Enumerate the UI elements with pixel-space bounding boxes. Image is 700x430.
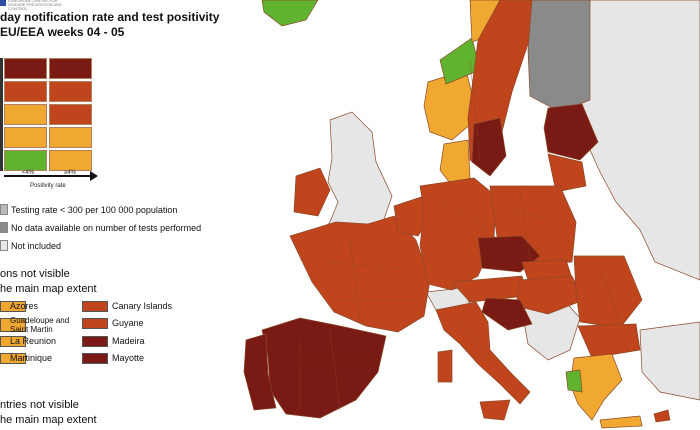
region-border-line <box>519 189 531 261</box>
region-portugal <box>243 333 277 411</box>
x-axis-label: Positivity rate <box>30 183 66 189</box>
matrix-cell-r1-c1 <box>49 81 92 102</box>
gray-legend-notincluded: Not included <box>11 241 62 251</box>
matrix-cell-r2-c1 <box>49 104 92 125</box>
country-borders <box>290 59 621 411</box>
x-tick-high: ≥4% <box>64 170 76 176</box>
region-label-mayotte: Mayotte <box>112 353 145 363</box>
region-label-guadeloupe: Guadeloupe and Saint Martin <box>10 316 70 334</box>
countries-heading-line2: he main map extent <box>0 414 97 426</box>
region-border-line <box>299 259 421 271</box>
region-italy <box>435 301 531 405</box>
region-border-line <box>599 269 621 321</box>
region-swatch-mayotte <box>82 353 108 364</box>
region-cyprus <box>653 409 671 423</box>
gray-legend-testing: Testing rate < 300 per 100 000 populatio… <box>11 205 178 215</box>
countries-heading-line1: ntries not visible <box>0 399 79 411</box>
matrix-cell-r2-c0 <box>4 104 47 125</box>
region-slovenia-croatia <box>481 297 533 331</box>
countries-heading: ntries not visible he main map extent <box>0 398 97 428</box>
region-lithuania <box>547 153 587 193</box>
regions-heading-line1: ons not visible <box>0 268 70 280</box>
regions-heading: ons not visible he main map extent <box>0 267 97 297</box>
matrix-cell-r4-c0 <box>4 150 47 171</box>
region-turkey <box>639 321 700 401</box>
region-border-line <box>349 239 361 321</box>
region-border-line <box>329 329 341 411</box>
matrix-y-axis <box>0 58 3 171</box>
region-finland <box>527 0 591 113</box>
region-border-line <box>469 59 481 161</box>
region-label-reunion: La Reunion <box>10 336 57 346</box>
map-title-line2: EU/EEA weeks 04 - 05 <box>0 25 125 39</box>
gray-legend-swatch-notincluded <box>0 240 8 251</box>
matrix-cell-r0-c0 <box>4 58 47 79</box>
region-border-line <box>499 209 561 221</box>
region-swatch-guyane <box>82 318 108 329</box>
regions-heading-line2: he main map extent <box>0 283 97 295</box>
region-france <box>289 215 431 333</box>
region-swatch-madeira <box>82 336 108 347</box>
risk-matrix <box>4 58 92 171</box>
region-label-guyane: Guyane <box>112 318 144 328</box>
logo-text: EUROPEAN CENTRE FOR DISEASE PREVENTION A… <box>8 0 62 11</box>
region-label-madeira: Madeira <box>112 336 145 346</box>
matrix-cell-r4-c1 <box>49 150 92 171</box>
matrix-cell-r3-c0 <box>4 127 47 148</box>
ecdc-logo <box>0 0 6 6</box>
region-swatch-guadeloupe <box>0 318 26 332</box>
gray-legend-swatch-nodata <box>0 222 8 233</box>
region-greece-west <box>565 369 583 393</box>
legend-panel: EUROPEAN CENTRE FOR DISEASE PREVENTION A… <box>0 0 245 430</box>
matrix-cell-r3-c1 <box>49 127 92 148</box>
region-swatch-azores <box>0 301 26 312</box>
region-bulgaria <box>577 323 641 359</box>
region-sicily <box>479 399 511 421</box>
map-title-line1: day notification rate and test positivit… <box>0 10 220 24</box>
x-tick-low: <4% <box>22 170 35 176</box>
matrix-cell-r0-c1 <box>49 58 92 79</box>
region-estonia-latvia <box>543 103 599 161</box>
region-label-azores: Azores <box>10 301 39 311</box>
region-sardinia <box>437 349 453 383</box>
region-border-line <box>459 319 491 361</box>
gray-legend-swatch-testing <box>0 204 8 215</box>
region-norway <box>261 0 319 27</box>
region-swatch-martinique <box>0 353 26 364</box>
region-label-canary: Canary Islands <box>112 301 173 311</box>
region-border-line <box>439 199 491 231</box>
matrix-x-arrow-icon <box>90 171 98 181</box>
region-crete <box>599 415 643 429</box>
matrix-cell-r1-c0 <box>4 81 47 102</box>
matrix-x-axis <box>4 175 92 177</box>
region-swatch-reunion <box>0 336 26 347</box>
region-swatch-canary <box>82 301 108 312</box>
gray-legend-nodata: No data available on number of tests per… <box>11 223 202 233</box>
region-label-martinique: Martinique <box>10 353 53 363</box>
region-sweden-south <box>471 117 507 177</box>
region-ireland <box>293 167 331 217</box>
